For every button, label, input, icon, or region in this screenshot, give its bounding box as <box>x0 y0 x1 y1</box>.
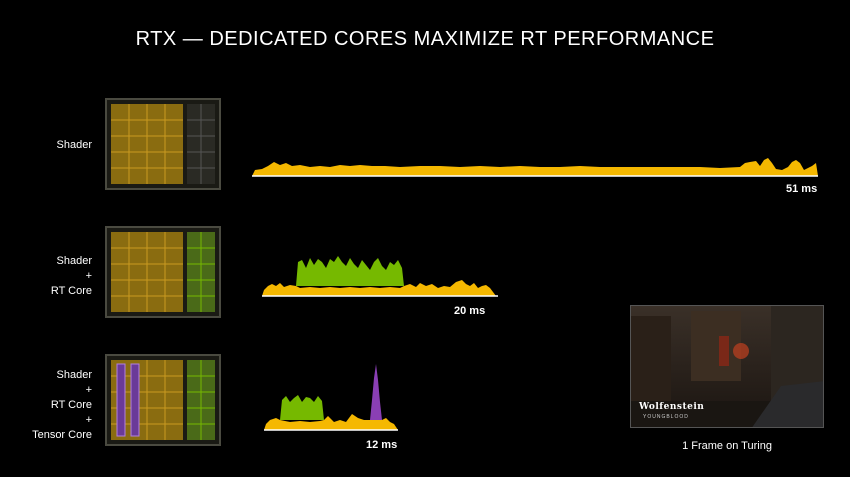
shader-area-row3 <box>264 414 398 430</box>
gpu-die-shader-image <box>105 98 221 190</box>
row-label-shader-rt-tensor: Shader + RT Core + Tensor Core <box>4 368 92 443</box>
label-line: Shader <box>56 255 92 267</box>
label-line: RT Core <box>50 399 92 411</box>
row-label-shader: Shader <box>4 138 92 153</box>
label-line: Shader <box>56 369 92 381</box>
label-line: + <box>85 384 92 396</box>
die-graphic <box>111 104 215 184</box>
label-line: Shader <box>56 139 92 151</box>
label-line: + <box>85 414 92 426</box>
rt-core-area-row3 <box>280 395 324 420</box>
game-logo: Wolfenstein <box>639 402 705 412</box>
page-title: RTX — DEDICATED CORES MAXIMIZE RT PERFOR… <box>135 28 715 50</box>
label-line: RT Core <box>50 285 92 297</box>
rt-core-area-row2 <box>296 256 404 286</box>
gpu-die-shader-rt-tensor-image <box>105 354 221 446</box>
tensor-core-area-row3 <box>370 364 382 420</box>
shader-area-row1 <box>252 158 818 176</box>
game-logo-subtitle: YOUNGBLOOD <box>643 414 689 420</box>
timing-label-row3: 12 ms <box>366 439 398 451</box>
timing-label-row2: 20 ms <box>454 305 486 317</box>
label-line: + <box>85 270 92 282</box>
label-line: Tensor Core <box>32 429 92 441</box>
timing-label-row1: 51 ms <box>786 183 818 195</box>
shader-area-row2 <box>262 280 496 296</box>
game-screenshot: Wolfenstein YOUNGBLOOD <box>630 305 824 428</box>
gpu-die-shader-rt-image <box>105 226 221 318</box>
game-scene-graphic <box>631 306 823 427</box>
die-graphic <box>111 232 215 312</box>
die-graphic <box>111 360 215 440</box>
screenshot-caption: 1 Frame on Turing <box>682 440 772 452</box>
row-label-shader-rt: Shader + RT Core <box>4 254 92 299</box>
